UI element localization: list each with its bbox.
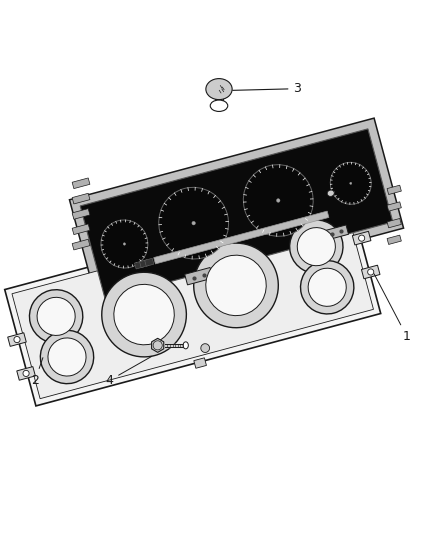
Text: 2: 2: [31, 358, 43, 387]
Ellipse shape: [297, 228, 336, 266]
Ellipse shape: [123, 243, 126, 245]
Polygon shape: [70, 118, 403, 310]
Ellipse shape: [183, 342, 188, 349]
Text: 4: 4: [106, 357, 152, 387]
Ellipse shape: [201, 344, 209, 352]
Ellipse shape: [101, 220, 148, 268]
Ellipse shape: [159, 187, 229, 259]
Ellipse shape: [244, 165, 313, 236]
Polygon shape: [134, 261, 144, 269]
Polygon shape: [5, 197, 381, 406]
Ellipse shape: [308, 268, 346, 306]
Polygon shape: [387, 185, 401, 195]
Ellipse shape: [290, 220, 343, 273]
Ellipse shape: [14, 336, 20, 343]
Polygon shape: [72, 178, 90, 189]
Polygon shape: [154, 211, 329, 264]
Polygon shape: [387, 219, 401, 228]
Ellipse shape: [102, 272, 187, 357]
Ellipse shape: [276, 199, 280, 203]
Ellipse shape: [114, 284, 174, 345]
Ellipse shape: [206, 78, 232, 100]
Polygon shape: [140, 260, 149, 268]
Polygon shape: [152, 338, 164, 352]
Text: 3: 3: [233, 82, 301, 95]
Polygon shape: [72, 208, 90, 219]
Ellipse shape: [330, 163, 371, 204]
Polygon shape: [185, 268, 213, 285]
Ellipse shape: [327, 190, 334, 196]
Polygon shape: [145, 259, 154, 266]
Polygon shape: [325, 225, 349, 240]
Polygon shape: [387, 235, 401, 245]
Polygon shape: [215, 94, 223, 103]
Ellipse shape: [206, 255, 266, 316]
Polygon shape: [352, 231, 371, 245]
Ellipse shape: [192, 221, 195, 225]
Polygon shape: [72, 224, 90, 235]
Ellipse shape: [40, 330, 94, 384]
Ellipse shape: [29, 290, 83, 343]
Polygon shape: [8, 333, 26, 346]
Ellipse shape: [359, 235, 365, 241]
Polygon shape: [17, 367, 35, 380]
Text: 1: 1: [374, 274, 411, 343]
Polygon shape: [12, 205, 374, 399]
Ellipse shape: [194, 243, 278, 328]
Polygon shape: [194, 358, 206, 368]
Polygon shape: [80, 129, 393, 299]
Ellipse shape: [300, 261, 354, 314]
Ellipse shape: [37, 297, 75, 335]
Ellipse shape: [48, 338, 86, 376]
Ellipse shape: [350, 182, 352, 184]
Ellipse shape: [210, 100, 228, 111]
Polygon shape: [387, 202, 401, 211]
Polygon shape: [361, 265, 380, 279]
Polygon shape: [72, 193, 90, 204]
Polygon shape: [72, 239, 90, 250]
Ellipse shape: [367, 269, 374, 275]
Ellipse shape: [23, 370, 29, 376]
